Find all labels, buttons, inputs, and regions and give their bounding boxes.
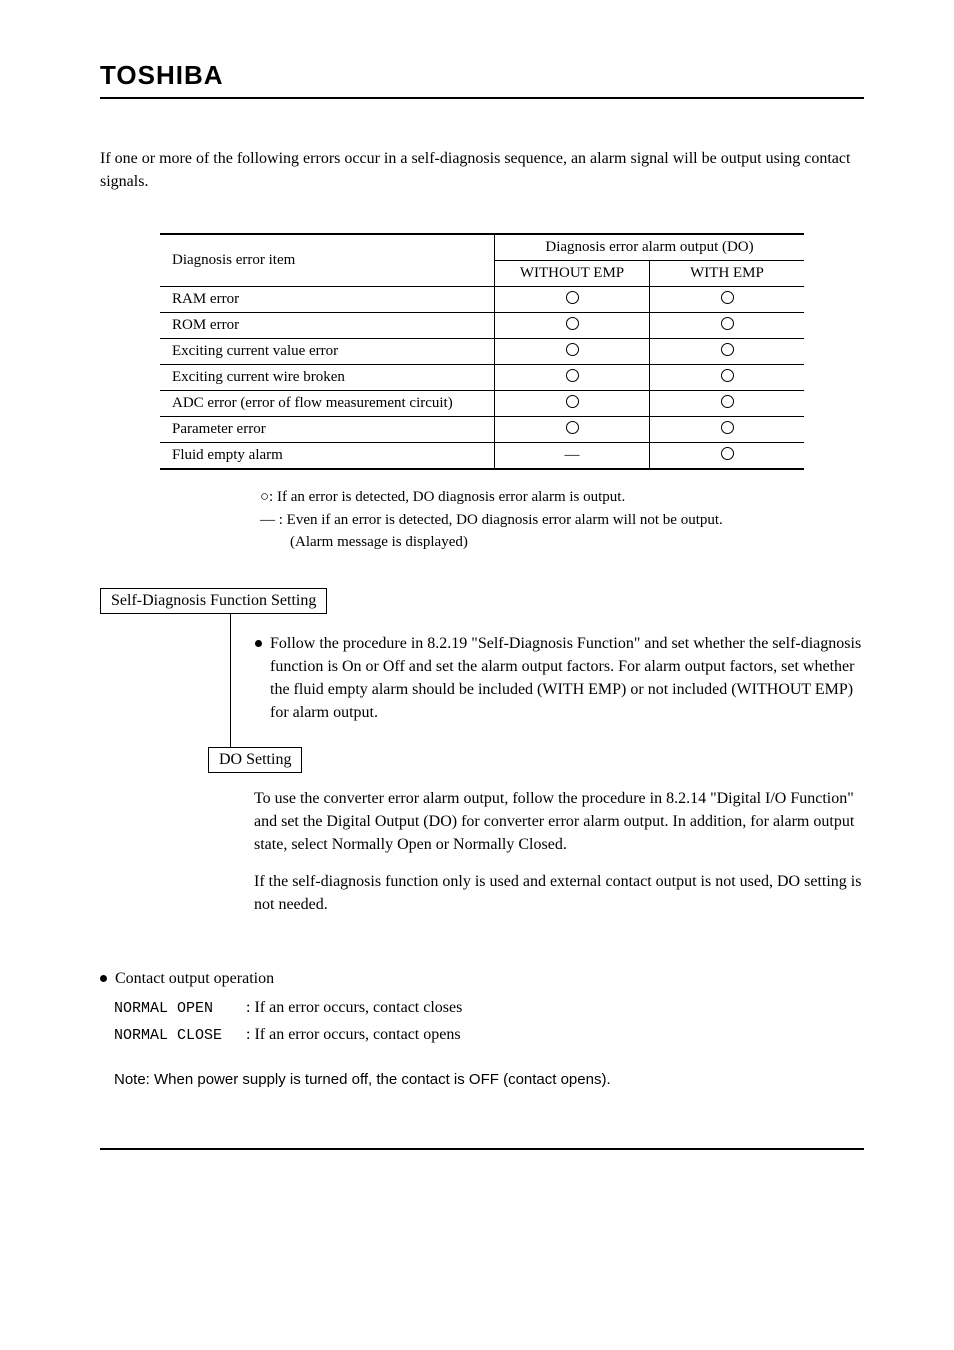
table-col-with: WITH EMP — [650, 261, 805, 287]
dash-icon: ― — [565, 447, 580, 463]
table-row-item: Parameter error — [160, 417, 495, 443]
box-do-setting: DO Setting — [208, 747, 302, 773]
normal-close-label: NORMAL CLOSE — [114, 1023, 242, 1049]
circle-icon — [721, 369, 734, 382]
box-self-diagnosis: Self-Diagnosis Function Setting — [100, 588, 327, 614]
bullet-icon — [255, 640, 262, 647]
table-row-with — [650, 313, 805, 339]
table-row-without — [495, 391, 650, 417]
legend-line-2: ― : Even if an error is detected, DO dia… — [260, 509, 864, 532]
table-row-without — [495, 365, 650, 391]
normal-close-text: : If an error occurs, contact opens — [246, 1026, 461, 1043]
circle-icon — [566, 395, 579, 408]
circle-icon — [721, 343, 734, 356]
table-row-item: Exciting current value error — [160, 339, 495, 365]
table-row-without: ― — [495, 443, 650, 470]
intro-paragraph: If one or more of the following errors o… — [100, 147, 864, 193]
circle-icon — [566, 343, 579, 356]
table-legend: ○: If an error is detected, DO diagnosis… — [260, 486, 864, 554]
circle-icon — [721, 421, 734, 434]
legend-line-1: ○: If an error is detected, DO diagnosis… — [260, 486, 864, 509]
table-col-without: WITHOUT EMP — [495, 261, 650, 287]
table-row-item: RAM error — [160, 287, 495, 313]
table-row-without — [495, 339, 650, 365]
circle-icon — [566, 369, 579, 382]
circle-icon — [721, 317, 734, 330]
circle-icon — [721, 395, 734, 408]
table-row-with — [650, 365, 805, 391]
table-row-with — [650, 287, 805, 313]
diagnosis-table: Diagnosis error item Diagnosis error ala… — [160, 233, 804, 470]
bullet-icon — [100, 975, 107, 982]
table-row-without — [495, 287, 650, 313]
table-row-item: Exciting current wire broken — [160, 365, 495, 391]
circle-icon — [721, 447, 734, 460]
normal-open-text: : If an error occurs, contact closes — [246, 999, 462, 1016]
circle-icon — [566, 421, 579, 434]
table-header-item: Diagnosis error item — [160, 234, 495, 287]
ops-heading: Contact output operation — [115, 967, 274, 990]
brand-logo: TOSHIBA — [100, 60, 864, 91]
table-row-with — [650, 417, 805, 443]
table-row-item: Fluid empty alarm — [160, 443, 495, 470]
table-row-item: ROM error — [160, 313, 495, 339]
table-row-with — [650, 443, 805, 470]
do-setting-paragraph-1: To use the converter error alarm output,… — [254, 787, 864, 857]
bottom-divider — [100, 1148, 864, 1150]
table-header-output: Diagnosis error alarm output (DO) — [495, 234, 805, 261]
circle-icon — [566, 291, 579, 304]
table-row-with — [650, 339, 805, 365]
circle-icon — [566, 317, 579, 330]
table-row-item: ADC error (error of flow measurement cir… — [160, 391, 495, 417]
power-off-note: Note: When power supply is turned off, t… — [100, 1067, 864, 1093]
table-row-without — [495, 313, 650, 339]
normal-open-label: NORMAL OPEN — [114, 996, 242, 1022]
bullet-self-diagnosis-text: Follow the procedure in 8.2.19 "Self-Dia… — [270, 632, 864, 725]
top-divider — [100, 97, 864, 99]
do-setting-paragraph-2: If the self-diagnosis function only is u… — [254, 870, 864, 916]
legend-line-3: (Alarm message is displayed) — [260, 531, 864, 554]
circle-icon — [721, 291, 734, 304]
table-row-with — [650, 391, 805, 417]
table-row-without — [495, 417, 650, 443]
